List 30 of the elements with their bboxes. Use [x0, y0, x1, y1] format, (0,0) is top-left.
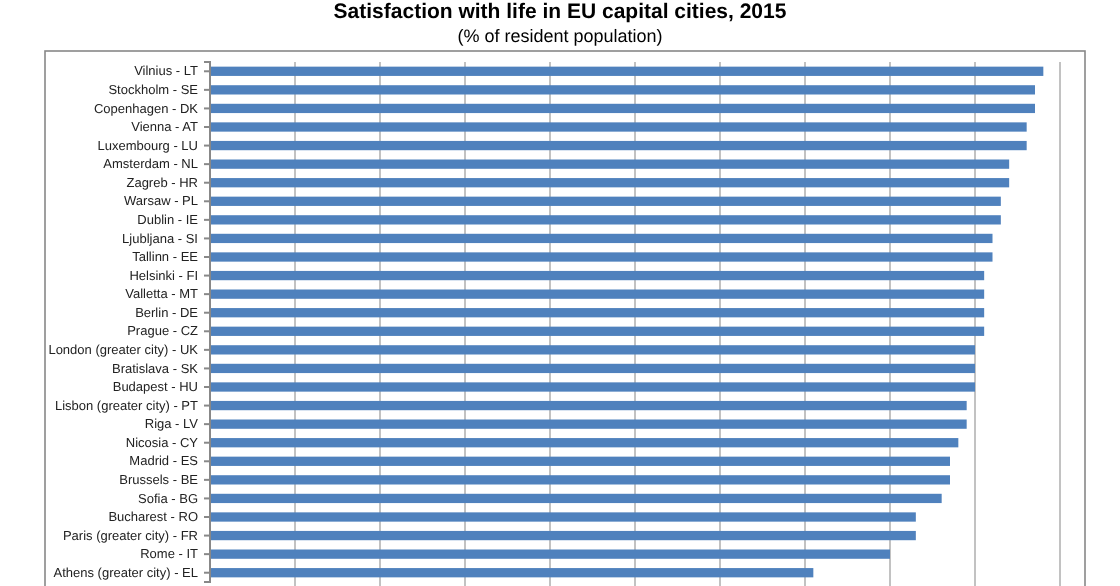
bar	[210, 140, 1027, 151]
bar	[210, 512, 916, 522]
bar	[210, 456, 950, 466]
bar	[210, 233, 993, 244]
bar	[210, 122, 1027, 132]
bar	[210, 345, 975, 355]
chart-title: Satisfaction with life in EU capital cities, 2015	[333, 0, 787, 24]
bar	[210, 178, 1010, 188]
bar	[210, 493, 942, 504]
bar	[210, 85, 1035, 95]
bar	[210, 438, 959, 448]
bar	[210, 326, 985, 336]
bar	[210, 530, 916, 541]
bar	[210, 568, 814, 578]
bar	[210, 196, 1001, 206]
bar	[210, 66, 1044, 76]
bar	[210, 270, 985, 281]
chart-subtitle: (% of resident population)	[457, 26, 663, 46]
bar	[210, 363, 975, 374]
bar	[210, 308, 985, 318]
bar	[210, 252, 993, 262]
bar	[210, 400, 967, 411]
bar	[210, 159, 1010, 169]
bar	[210, 103, 1035, 114]
bar	[210, 215, 1001, 225]
bar	[210, 549, 890, 559]
bar	[210, 289, 985, 299]
bar	[210, 475, 950, 485]
bar	[210, 382, 975, 392]
bar	[210, 419, 967, 429]
